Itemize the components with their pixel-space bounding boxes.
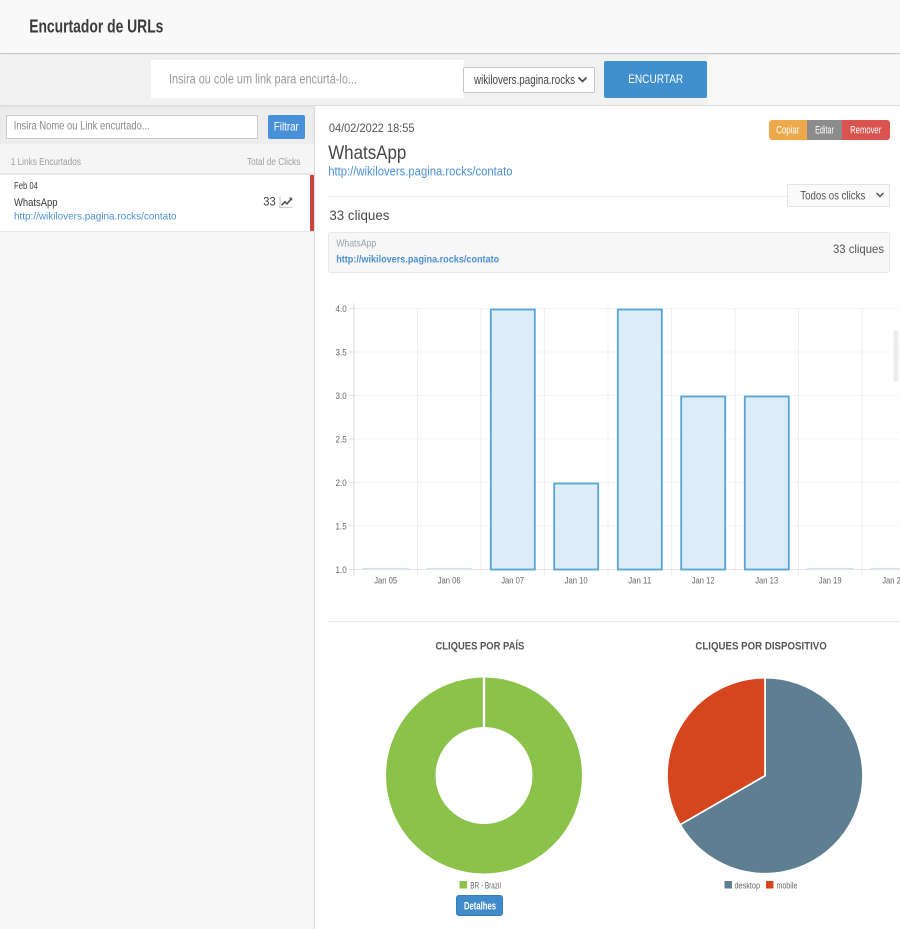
svg-text:http://wikilovers.pagina.rocks: http://wikilovers.pagina.rocks/contato (328, 164, 512, 178)
svg-text:Jan 20: Jan 20 (882, 575, 900, 586)
svg-text:Jan 06: Jan 06 (438, 575, 461, 586)
svg-text:Jan 11: Jan 11 (628, 575, 651, 586)
svg-text:04/02/2022 18:55: 04/02/2022 18:55 (329, 121, 415, 135)
svg-text:Total de Clicks: Total de Clicks (247, 156, 300, 168)
svg-text:http://wikilovers.pagina.rocks: http://wikilovers.pagina.rocks/contato (14, 211, 177, 223)
svg-text:Jan 13: Jan 13 (755, 575, 778, 586)
svg-text:BR - Brazil: BR - Brazil (470, 881, 501, 892)
svg-text:Feb 04: Feb 04 (14, 181, 38, 192)
svg-text:http://wikilovers.pagina.rocks: http://wikilovers.pagina.rocks/contato (336, 254, 499, 266)
svg-text:wikilovers.pagina.rocks: wikilovers.pagina.rocks (473, 73, 575, 87)
svg-text:WhatsApp: WhatsApp (14, 197, 58, 209)
svg-text:33 cliques: 33 cliques (833, 242, 884, 256)
svg-text:Encurtador de URLs: Encurtador de URLs (29, 16, 163, 37)
svg-text:WhatsApp: WhatsApp (336, 237, 376, 249)
svg-text:Jan 19: Jan 19 (819, 575, 842, 586)
svg-text:desktop: desktop (735, 881, 761, 892)
svg-text:4.0: 4.0 (336, 304, 347, 315)
svg-text:2.0: 2.0 (336, 478, 347, 489)
svg-text:Jan 07: Jan 07 (501, 575, 524, 586)
svg-text:Remover: Remover (850, 124, 881, 136)
svg-text:1.0: 1.0 (336, 565, 347, 576)
svg-text:CLIQUES POR PAÍS: CLIQUES POR PAÍS (435, 639, 524, 652)
svg-text:WhatsApp: WhatsApp (328, 142, 406, 164)
svg-text:Jan 12: Jan 12 (692, 575, 715, 586)
svg-text:2.5: 2.5 (336, 434, 347, 445)
svg-text:Editar: Editar (815, 124, 834, 136)
svg-text:1.5: 1.5 (336, 521, 347, 532)
svg-text:ENCURTAR: ENCURTAR (628, 72, 683, 86)
svg-text:Filtrar: Filtrar (274, 120, 299, 134)
svg-text:Detalhes: Detalhes (464, 900, 496, 912)
svg-text:Jan 05: Jan 05 (374, 575, 397, 586)
svg-text:3.0: 3.0 (336, 391, 347, 402)
svg-text:CLIQUES POR DISPOSITIVO: CLIQUES POR DISPOSITIVO (695, 640, 827, 652)
svg-text:3.5: 3.5 (336, 347, 347, 358)
svg-text:33: 33 (263, 195, 276, 209)
svg-text:Copiar: Copiar (776, 124, 800, 136)
svg-text:Insira ou cole um link para en: Insira ou cole um link para encurtá-lo..… (169, 72, 357, 87)
svg-text:Todos os clicks: Todos os clicks (800, 189, 865, 203)
svg-text:Insira Nome ou Link encurtado.: Insira Nome ou Link encurtado... (14, 119, 150, 133)
svg-text:33 cliques: 33 cliques (329, 207, 389, 223)
svg-text:mobile: mobile (777, 881, 798, 892)
svg-text:Jan 10: Jan 10 (565, 575, 588, 586)
svg-text:1 Links Encurtados: 1 Links Encurtados (11, 156, 81, 168)
